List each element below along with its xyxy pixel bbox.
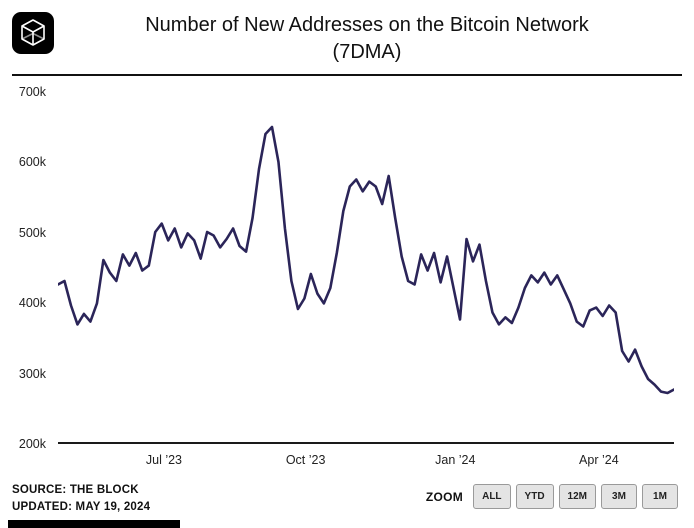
the-block-logo — [12, 12, 54, 54]
y-tick-label: 600k — [18, 155, 46, 170]
chart-title-line1: Number of New Addresses on the Bitcoin N… — [145, 14, 589, 36]
x-tick-label: Apr ’24 — [579, 453, 619, 467]
header-divider — [12, 74, 682, 76]
plot-region — [58, 92, 674, 444]
chart-area: 700k 600k 500k 400k 300k 200k — [0, 85, 694, 451]
y-tick-label: 400k — [18, 296, 46, 311]
zoom-controls: ZOOM ALL YTD 12M 3M 1M — [426, 482, 678, 509]
source-text: SOURCE: THE BLOCK — [12, 484, 139, 496]
x-tick-label: Jan ’24 — [435, 453, 476, 467]
chart-title-line2: (7DMA) — [332, 41, 402, 63]
x-tick-label: Jul ’23 — [145, 453, 183, 467]
zoom-button-12m[interactable]: 12M — [558, 484, 596, 509]
cube-logo-icon — [12, 12, 54, 54]
x-axis: Jul ’23 Oct ’23 Jan ’24 Apr ’24 — [58, 444, 674, 474]
y-tick-label: 700k — [18, 85, 46, 99]
chart-svg — [58, 92, 674, 442]
chart-line-series — [58, 127, 674, 393]
y-tick-label: 500k — [18, 225, 46, 240]
y-tick-label: 300k — [18, 366, 46, 381]
source-attribution: SOURCE: THE BLOCK UPDATED: MAY 19, 2024 — [12, 482, 150, 515]
updated-text: UPDATED: MAY 19, 2024 — [12, 500, 151, 513]
footer: SOURCE: THE BLOCK UPDATED: MAY 19, 2024 … — [0, 476, 694, 528]
y-axis: 700k 600k 500k 400k 300k 200k — [0, 85, 58, 451]
y-tick-label: 200k — [18, 437, 46, 451]
zoom-button-all[interactable]: ALL — [473, 484, 511, 509]
zoom-button-1m[interactable]: 1M — [642, 484, 678, 509]
header: Number of New Addresses on the Bitcoin N… — [0, 0, 694, 72]
bottom-bar — [8, 520, 180, 528]
chart-title: Number of New Addresses on the Bitcoin N… — [54, 12, 680, 66]
zoom-label: ZOOM — [425, 489, 464, 504]
zoom-button-3m[interactable]: 3M — [601, 484, 637, 509]
x-tick-label: Oct ’23 — [285, 453, 326, 467]
zoom-button-ytd[interactable]: YTD — [515, 484, 554, 509]
